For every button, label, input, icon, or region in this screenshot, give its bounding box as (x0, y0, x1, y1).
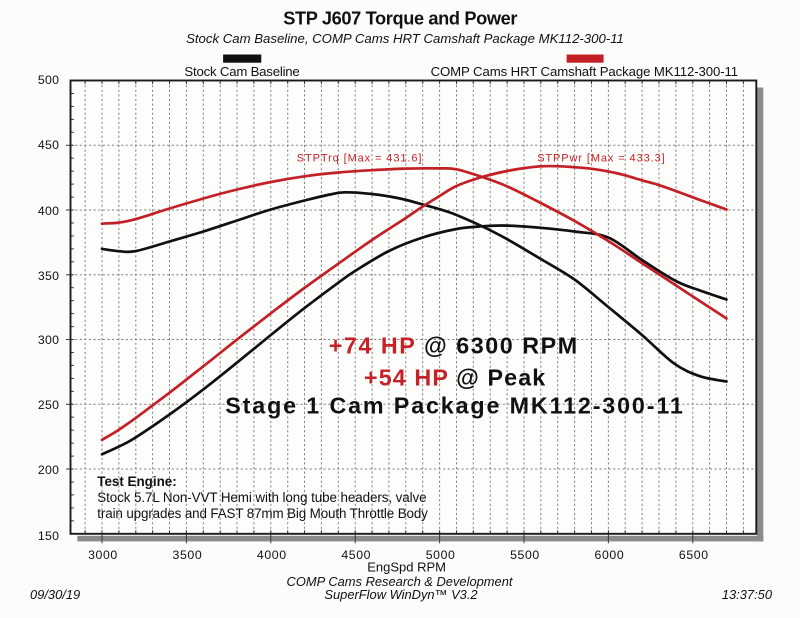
svg-text:Stock 5.7L Non-VVT Hemi with l: Stock 5.7L Non-VVT Hemi with long tube h… (97, 490, 426, 505)
svg-text:6500: 6500 (679, 548, 709, 562)
svg-text:400: 400 (38, 204, 59, 218)
svg-text:200: 200 (38, 463, 59, 477)
svg-text:5500: 5500 (510, 548, 540, 562)
svg-text:3000: 3000 (88, 548, 118, 562)
svg-text:09/30/19: 09/30/19 (30, 587, 80, 602)
svg-text:COMP Cams Research & Developme: COMP Cams Research & Development (287, 574, 514, 589)
svg-text:450: 450 (38, 138, 59, 152)
svg-text:STPPwr [Max = 433.3]: STPPwr [Max = 433.3] (537, 153, 665, 165)
svg-text:13:37:50: 13:37:50 (722, 587, 773, 602)
svg-text:SuperFlow WinDyn™ V3.2: SuperFlow WinDyn™ V3.2 (324, 587, 477, 602)
svg-text:Test Engine:: Test Engine: (97, 474, 176, 489)
svg-text:Stock Cam Baseline, COMP Cams: Stock Cam Baseline, COMP Cams HRT Camsha… (186, 31, 624, 46)
svg-text:COMP Cams HRT Camshaft Package: COMP Cams HRT Camshaft Package MK112-300… (431, 64, 738, 79)
svg-text:500: 500 (38, 73, 59, 87)
svg-text:+54 HP @ Peak: +54 HP @ Peak (364, 365, 546, 391)
svg-text:6000: 6000 (595, 548, 625, 562)
svg-text:train upgrades and FAST 87mm B: train upgrades and FAST 87mm Big Mouth T… (97, 506, 428, 521)
svg-text:Stock Cam Baseline: Stock Cam Baseline (184, 64, 299, 79)
svg-text:4000: 4000 (257, 548, 287, 562)
svg-text:STPTrq [Max = 431.6]: STPTrq [Max = 431.6] (297, 153, 423, 165)
svg-text:250: 250 (38, 398, 59, 412)
svg-text:+74 HP @ 6300 RPM: +74 HP @ 6300 RPM (329, 333, 579, 359)
svg-text:3500: 3500 (173, 548, 203, 562)
svg-text:STP J607 Torque and Power: STP J607 Torque and Power (283, 9, 517, 29)
svg-text:4500: 4500 (341, 548, 371, 562)
svg-text:300: 300 (38, 333, 59, 347)
svg-text:5000: 5000 (426, 548, 456, 562)
svg-text:150: 150 (38, 529, 59, 543)
svg-text:EngSpd RPM: EngSpd RPM (367, 560, 446, 575)
svg-text:Stage 1 Cam Package MK112-300-: Stage 1 Cam Package MK112-300-11 (225, 393, 684, 419)
svg-text:350: 350 (38, 269, 59, 283)
